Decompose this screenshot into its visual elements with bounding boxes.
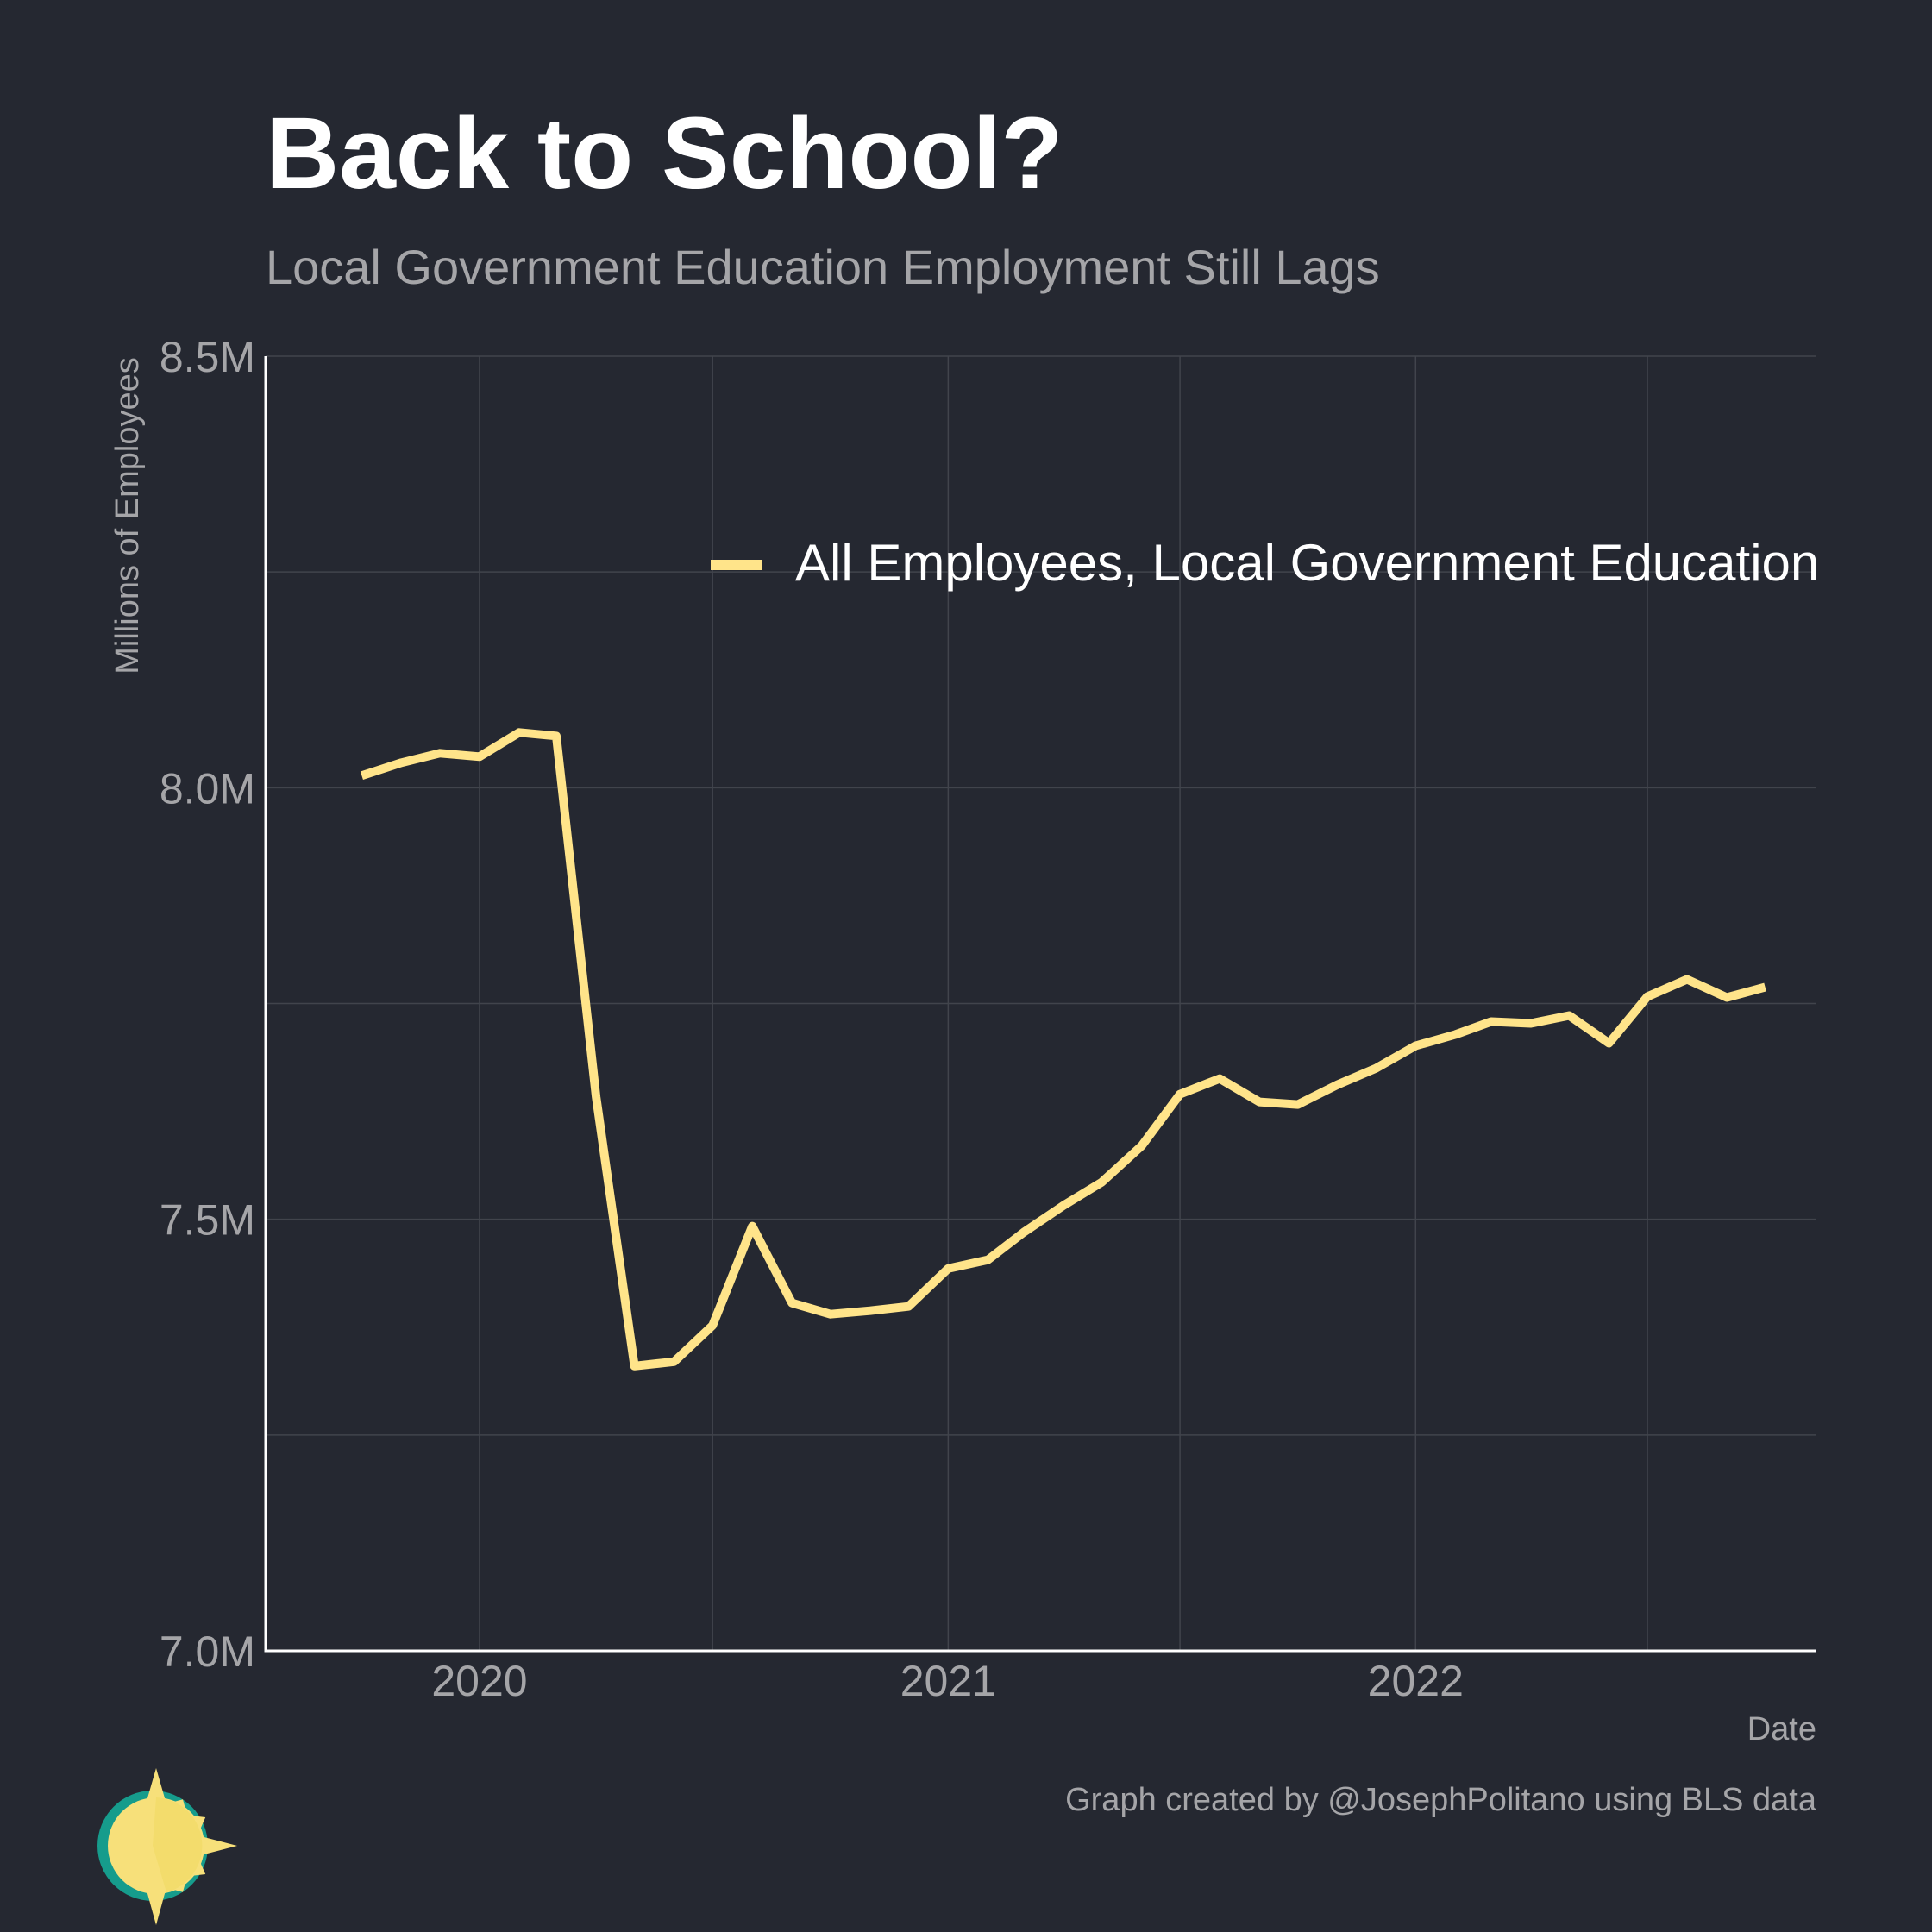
x-tick-label: 2020: [431, 1657, 527, 1705]
source-caption: Graph created by @JosephPolitano using B…: [1065, 1782, 1817, 1818]
logo-ray: [146, 1768, 166, 1803]
x-axis-title: Date: [1747, 1711, 1816, 1747]
legend: All Employees, Local Government Educatio…: [711, 534, 1819, 592]
chart-title: Back to School?: [266, 97, 1063, 210]
chart-subtitle: Local Government Education Employment St…: [266, 240, 1380, 294]
series-layer: [360, 728, 1766, 1371]
axes: 7.0M 7.5M 8.0M 8.5M 2020 2021 2022: [160, 333, 1816, 1705]
sun-logo-icon: [97, 1768, 237, 1925]
logo-ray: [199, 1835, 237, 1856]
y-tick-label: 7.0M: [160, 1628, 255, 1676]
y-tick-label: 7.5M: [160, 1196, 255, 1245]
legend-label: All Employees, Local Government Educatio…: [795, 534, 1819, 592]
y-axis-title: Millions of Employees: [110, 357, 146, 674]
x-tick-label: 2022: [1368, 1657, 1464, 1705]
logo-ray: [146, 1889, 166, 1925]
x-tick-label: 2021: [900, 1657, 996, 1705]
y-tick-label: 8.0M: [160, 764, 255, 812]
series-line: [360, 728, 1766, 1371]
y-tick-label: 8.5M: [160, 333, 255, 381]
logo-shade: [153, 1797, 203, 1892]
